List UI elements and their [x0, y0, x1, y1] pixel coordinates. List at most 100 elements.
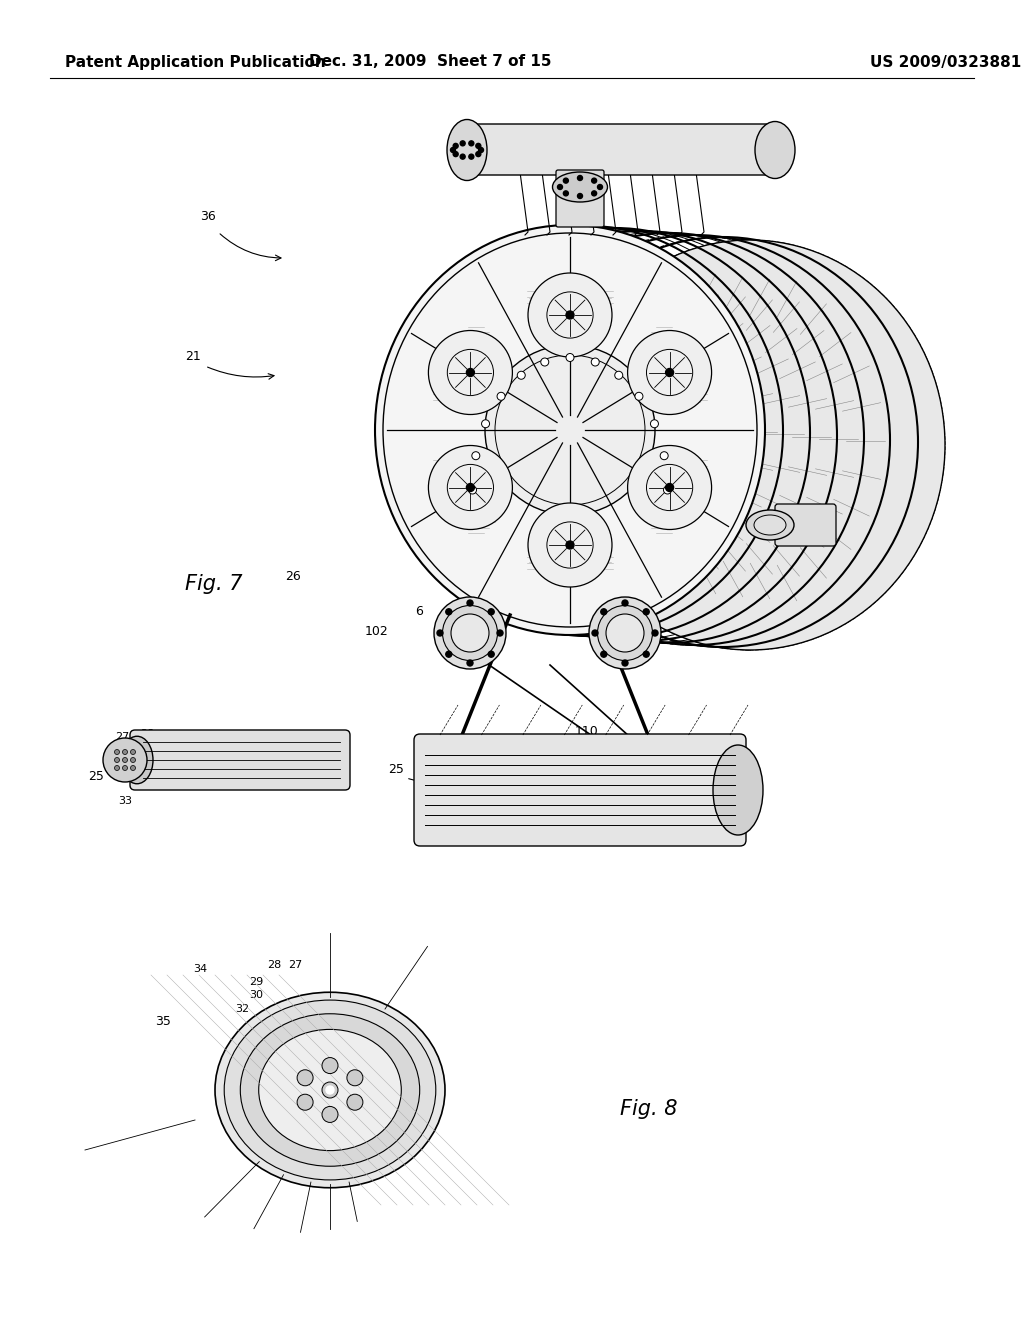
Circle shape: [476, 152, 481, 157]
Ellipse shape: [555, 240, 945, 649]
Ellipse shape: [754, 515, 786, 535]
Text: 6: 6: [415, 605, 423, 618]
Text: 31: 31: [128, 767, 142, 777]
FancyBboxPatch shape: [414, 734, 746, 846]
Text: Fig. 7: Fig. 7: [185, 574, 243, 594]
Circle shape: [660, 451, 669, 459]
Ellipse shape: [224, 1001, 436, 1180]
Circle shape: [467, 601, 473, 606]
Circle shape: [115, 766, 120, 771]
Circle shape: [601, 651, 607, 657]
Circle shape: [460, 154, 465, 160]
Text: 30: 30: [249, 990, 263, 1001]
Ellipse shape: [746, 510, 794, 540]
Circle shape: [123, 766, 128, 771]
Circle shape: [347, 1069, 362, 1086]
Text: 33: 33: [118, 796, 132, 807]
Circle shape: [592, 630, 598, 636]
Circle shape: [130, 766, 135, 771]
Circle shape: [601, 609, 607, 615]
Circle shape: [592, 191, 597, 195]
Circle shape: [497, 630, 503, 636]
Circle shape: [664, 486, 672, 494]
Circle shape: [597, 185, 602, 190]
Circle shape: [481, 420, 489, 428]
Text: 28: 28: [267, 960, 282, 970]
Circle shape: [563, 191, 568, 195]
FancyBboxPatch shape: [775, 504, 836, 546]
Text: Dec. 31, 2009  Sheet 7 of 15: Dec. 31, 2009 Sheet 7 of 15: [309, 54, 551, 70]
Text: 36: 36: [200, 210, 216, 223]
Text: 33: 33: [285, 1092, 299, 1102]
Ellipse shape: [241, 1014, 420, 1167]
Circle shape: [130, 758, 135, 763]
Ellipse shape: [485, 345, 655, 515]
Circle shape: [566, 541, 574, 549]
Text: 29: 29: [128, 742, 142, 752]
Text: 32: 32: [128, 780, 142, 789]
Circle shape: [123, 750, 128, 755]
Circle shape: [467, 660, 473, 667]
Ellipse shape: [606, 614, 644, 652]
Text: 35: 35: [155, 1015, 171, 1028]
Circle shape: [578, 176, 583, 181]
Circle shape: [563, 178, 568, 183]
Circle shape: [297, 1094, 313, 1110]
Ellipse shape: [215, 993, 445, 1188]
Text: 28: 28: [140, 729, 155, 739]
Text: 25: 25: [388, 763, 403, 776]
Circle shape: [591, 358, 599, 366]
Circle shape: [451, 148, 456, 153]
Text: 34: 34: [193, 964, 207, 974]
Circle shape: [472, 451, 480, 459]
Circle shape: [497, 392, 505, 400]
Ellipse shape: [713, 744, 763, 836]
Circle shape: [469, 154, 474, 160]
FancyBboxPatch shape: [130, 730, 350, 789]
Circle shape: [528, 503, 612, 587]
Circle shape: [488, 651, 495, 657]
Circle shape: [622, 601, 628, 606]
Ellipse shape: [447, 120, 487, 181]
Text: 27: 27: [115, 733, 129, 742]
Circle shape: [478, 148, 483, 153]
Circle shape: [517, 371, 525, 379]
Ellipse shape: [375, 224, 765, 635]
Circle shape: [428, 446, 512, 529]
Circle shape: [466, 368, 474, 376]
Text: 31: 31: [415, 1064, 429, 1074]
Circle shape: [469, 141, 474, 145]
Circle shape: [454, 144, 458, 148]
Circle shape: [566, 354, 574, 362]
Circle shape: [469, 486, 476, 494]
Circle shape: [115, 750, 120, 755]
Text: US 2009/0323881 A1: US 2009/0323881 A1: [870, 54, 1024, 70]
FancyBboxPatch shape: [556, 170, 604, 227]
Circle shape: [445, 609, 452, 615]
Circle shape: [460, 141, 465, 145]
Circle shape: [476, 144, 481, 148]
Circle shape: [488, 609, 495, 615]
Text: 25: 25: [88, 770, 103, 783]
Circle shape: [115, 758, 120, 763]
Text: 27: 27: [288, 960, 302, 970]
Ellipse shape: [553, 172, 607, 202]
Ellipse shape: [259, 1030, 401, 1151]
Text: 29: 29: [249, 977, 263, 987]
Ellipse shape: [755, 121, 795, 178]
Ellipse shape: [555, 240, 945, 649]
FancyBboxPatch shape: [462, 124, 778, 176]
Circle shape: [347, 1094, 362, 1110]
Circle shape: [643, 651, 649, 657]
Ellipse shape: [589, 597, 662, 669]
Circle shape: [322, 1106, 338, 1122]
Circle shape: [628, 330, 712, 414]
Circle shape: [130, 750, 135, 755]
Circle shape: [635, 392, 643, 400]
Circle shape: [666, 368, 674, 376]
Circle shape: [297, 1069, 313, 1086]
Circle shape: [643, 609, 649, 615]
Ellipse shape: [442, 606, 498, 660]
Circle shape: [566, 312, 574, 319]
Circle shape: [541, 358, 549, 366]
